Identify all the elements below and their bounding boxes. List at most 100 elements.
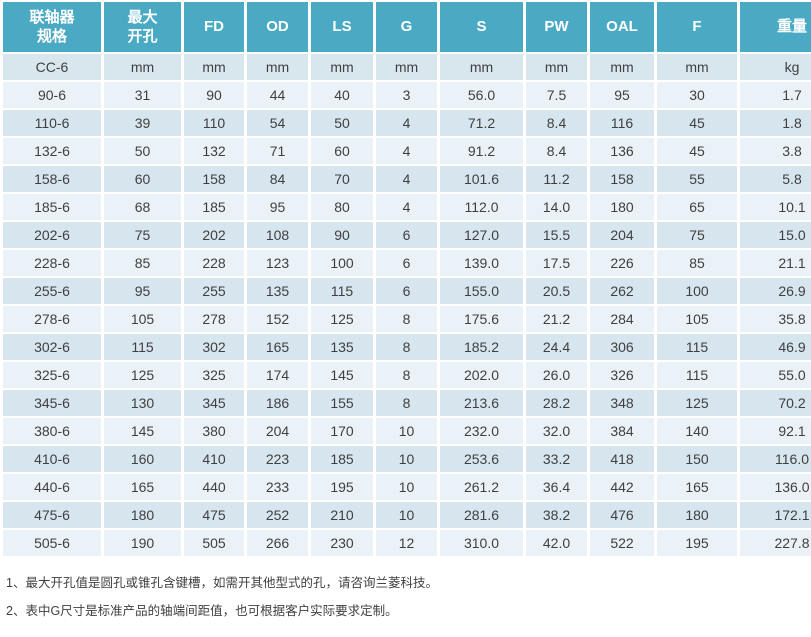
table-row: 90-6 31 90 44 40 3 56.0 7.5 95 30 1.7 (3, 82, 811, 108)
value-cell: 54 (247, 110, 308, 136)
value-cell: 71 (247, 138, 308, 164)
value-cell: 115 (104, 334, 181, 360)
value-cell: 227.8 (740, 530, 811, 556)
column-header: OAL (590, 2, 654, 52)
value-cell: 522 (590, 530, 654, 556)
value-cell: 8 (376, 390, 437, 416)
value-cell: 210 (311, 502, 373, 528)
value-cell: 32.0 (526, 418, 587, 444)
value-cell: 185.2 (440, 334, 523, 360)
value-cell: 174 (247, 362, 308, 388)
value-cell: 44 (247, 82, 308, 108)
value-cell: 90 (311, 222, 373, 248)
value-cell: 75 (104, 222, 181, 248)
value-cell: 232.0 (440, 418, 523, 444)
unit-cell: CC-6 (3, 54, 101, 80)
value-cell: 95 (104, 278, 181, 304)
value-cell: 116.0 (740, 446, 811, 472)
value-cell: 281.6 (440, 502, 523, 528)
table-row: 410-6 160 410 223 185 10 253.6 33.2 418 150 116.0 (3, 446, 811, 472)
value-cell: 1.8 (740, 110, 811, 136)
table-row: 380-6 145 380 204 170 10 232.0 32.0 384 140 92.1 (3, 418, 811, 444)
value-cell: 158 (184, 166, 244, 192)
value-cell: 302 (184, 334, 244, 360)
value-cell: 155.0 (440, 278, 523, 304)
table-row: 132-6 50 132 71 60 4 91.2 8.4 136 45 3.8 (3, 138, 811, 164)
unit-cell: mm (590, 54, 654, 80)
value-cell: 101.6 (440, 166, 523, 192)
value-cell: 11.2 (526, 166, 587, 192)
value-cell: 45 (657, 138, 737, 164)
spec-cell: 325-6 (3, 362, 101, 388)
value-cell: 5.8 (740, 166, 811, 192)
value-cell: 21.1 (740, 250, 811, 276)
unit-cell: mm (526, 54, 587, 80)
header-row: 联轴器 规格 最大 开孔 FD OD LS G S PW OAL F 重量 (3, 2, 811, 52)
value-cell: 195 (657, 530, 737, 556)
value-cell: 165 (104, 474, 181, 500)
value-cell: 40 (311, 82, 373, 108)
value-cell: 95 (247, 194, 308, 220)
spec-cell: 345-6 (3, 390, 101, 416)
value-cell: 35.8 (740, 306, 811, 332)
value-cell: 158 (590, 166, 654, 192)
value-cell: 17.5 (526, 250, 587, 276)
value-cell: 12 (376, 530, 437, 556)
value-cell: 6 (376, 278, 437, 304)
spec-cell: 380-6 (3, 418, 101, 444)
value-cell: 284 (590, 306, 654, 332)
table-body: CC-6 mm mm mm mm mm mm mm mm mm kg 90-6 31 90 44 40 3 56… (3, 54, 811, 556)
spec-cell: 440-6 (3, 474, 101, 500)
value-cell: 39 (104, 110, 181, 136)
value-cell: 36.4 (526, 474, 587, 500)
value-cell: 116 (590, 110, 654, 136)
value-cell: 10.1 (740, 194, 811, 220)
value-cell: 46.9 (740, 334, 811, 360)
spec-cell: 202-6 (3, 222, 101, 248)
spec-cell: 410-6 (3, 446, 101, 472)
value-cell: 278 (184, 306, 244, 332)
value-cell: 14.0 (526, 194, 587, 220)
unit-cell: mm (104, 54, 181, 80)
value-cell: 442 (590, 474, 654, 500)
value-cell: 4 (376, 166, 437, 192)
value-cell: 180 (657, 502, 737, 528)
value-cell: 132 (184, 138, 244, 164)
value-cell: 65 (657, 194, 737, 220)
spec-cell: 505-6 (3, 530, 101, 556)
value-cell: 115 (311, 278, 373, 304)
spec-cell: 475-6 (3, 502, 101, 528)
column-header: 最大 开孔 (104, 2, 181, 52)
value-cell: 115 (657, 362, 737, 388)
value-cell: 160 (104, 446, 181, 472)
value-cell: 108 (247, 222, 308, 248)
unit-cell: mm (440, 54, 523, 80)
value-cell: 127.0 (440, 222, 523, 248)
value-cell: 50 (311, 110, 373, 136)
unit-cell: mm (247, 54, 308, 80)
value-cell: 130 (104, 390, 181, 416)
value-cell: 55.0 (740, 362, 811, 388)
value-cell: 204 (590, 222, 654, 248)
value-cell: 261.2 (440, 474, 523, 500)
footnote-1: 1、最大开孔值是圆孔或锥孔含键槽，如需开其他型式的孔，请咨询兰菱科技。 (6, 576, 438, 590)
value-cell: 418 (590, 446, 654, 472)
value-cell: 180 (590, 194, 654, 220)
value-cell: 8 (376, 306, 437, 332)
value-cell: 223 (247, 446, 308, 472)
value-cell: 262 (590, 278, 654, 304)
table-row: 440-6 165 440 233 195 10 261.2 36.4 442 165 136.0 (3, 474, 811, 500)
value-cell: 105 (657, 306, 737, 332)
column-header: G (376, 2, 437, 52)
value-cell: 228 (184, 250, 244, 276)
table-row: 345-6 130 345 186 155 8 213.6 28.2 348 125 70.2 (3, 390, 811, 416)
value-cell: 175.6 (440, 306, 523, 332)
value-cell: 180 (104, 502, 181, 528)
value-cell: 56.0 (440, 82, 523, 108)
spec-cell: 185-6 (3, 194, 101, 220)
table-row: 325-6 125 325 174 145 8 202.0 26.0 326 115 55.0 (3, 362, 811, 388)
value-cell: 75 (657, 222, 737, 248)
value-cell: 10 (376, 446, 437, 472)
value-cell: 55 (657, 166, 737, 192)
value-cell: 150 (657, 446, 737, 472)
